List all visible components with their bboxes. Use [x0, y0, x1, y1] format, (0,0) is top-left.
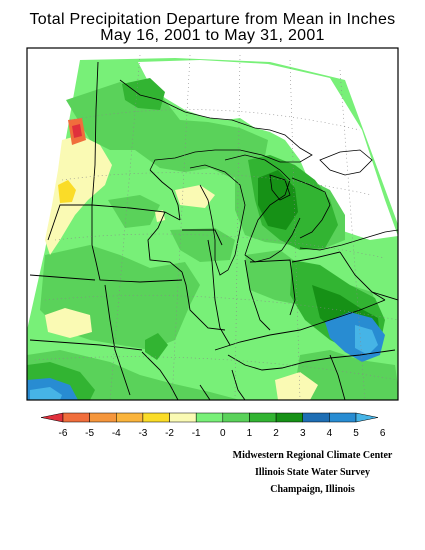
colorbar-tick-label: 6 [380, 428, 386, 439]
colorbar-tick-label: 3 [300, 428, 306, 439]
colorbar-cell [142, 412, 170, 423]
lake-shorelines [119, 79, 398, 276]
credit-survey: Illinois State Water Survey [255, 467, 370, 478]
colorbar-cell [275, 412, 303, 423]
map-frame [26, 47, 399, 401]
colorbar-cell [329, 412, 357, 423]
departure-minus6-to-minus5-areas [72, 124, 82, 138]
colorbar-tick-label: -5 [85, 428, 94, 439]
colorbar-arrow-high [355, 412, 379, 423]
colorbar-cell [116, 412, 144, 423]
colorbar-tick-label: -3 [138, 428, 147, 439]
colorbar-cell [195, 412, 224, 423]
colorbar: -6 -5 -4 -3 -2 -1 0 1 2 3 4 5 6 [40, 412, 386, 439]
colorbar-cell [222, 412, 250, 423]
colorbar-tick-label: 2 [273, 428, 279, 439]
departure-minus2-to-minus1-areas [58, 180, 76, 203]
map-title: Total Precipitation Departure from Mean … [29, 11, 396, 28]
colorbar-cell [249, 412, 277, 423]
colorbar-tick-label: 0 [220, 428, 226, 439]
credit-institution: Midwestern Regional Climate Center [232, 450, 393, 461]
colorbar-tick-label: -2 [165, 428, 174, 439]
colorbar-tick-label: -1 [192, 428, 201, 439]
colorbar-tick-label: 5 [353, 428, 359, 439]
state-boundaries [29, 61, 398, 400]
colorbar-cell [62, 412, 90, 423]
colorbar-tick-label: -4 [112, 428, 121, 439]
colorbar-arrow-low [40, 412, 64, 423]
colorbar-tick-label: -6 [59, 428, 68, 439]
colorbar-tick-label: 4 [327, 428, 333, 439]
colorbar-cell [169, 412, 197, 423]
colorbar-cell [302, 412, 330, 423]
lat-lon-graticule [34, 54, 398, 400]
colorbar-tick-label: 1 [247, 428, 253, 439]
map-date-range: May 16, 2001 to May 31, 2001 [100, 27, 325, 44]
colorbar-cell [89, 412, 117, 423]
departure-5-to-6-areas [30, 325, 378, 400]
precipitation-map [27, 48, 398, 400]
credit-location: Champaign, Illinois [270, 484, 355, 495]
